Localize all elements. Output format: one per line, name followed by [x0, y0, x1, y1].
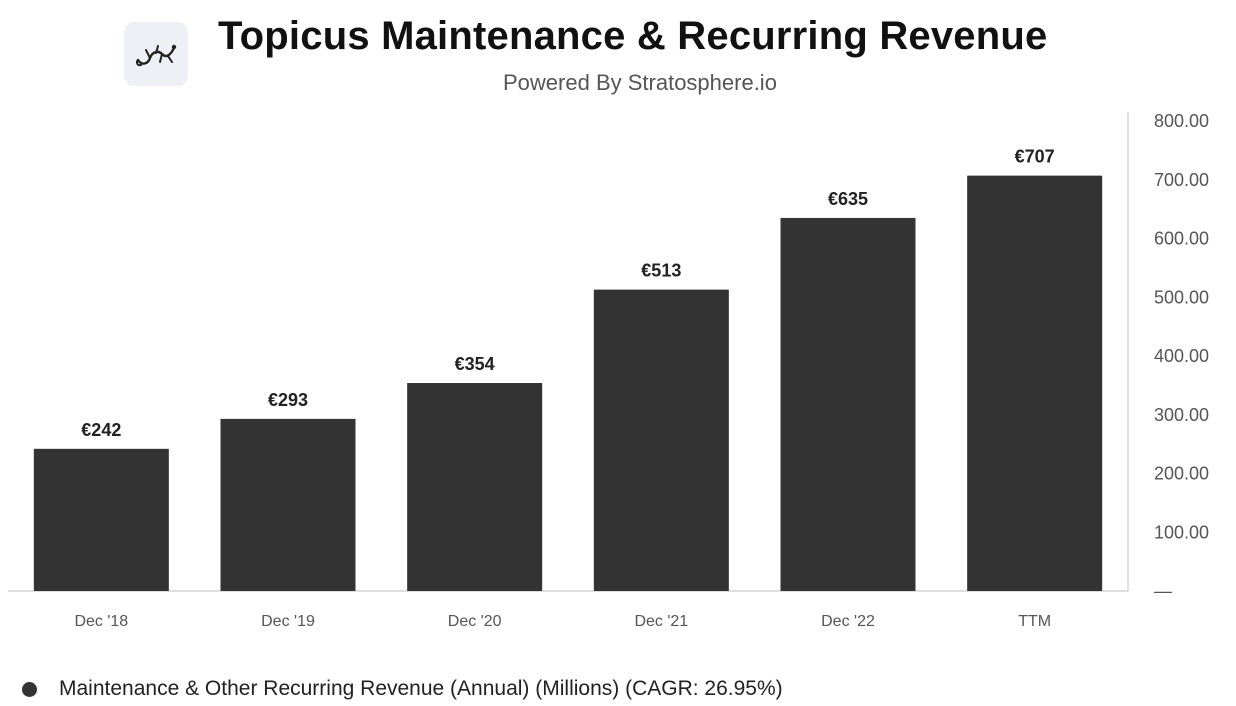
bar	[407, 383, 543, 591]
bar-data-label: €707	[1015, 147, 1055, 167]
bar-data-label: €513	[641, 261, 681, 281]
company-logo	[124, 22, 188, 86]
bar-data-label: €242	[81, 420, 121, 440]
bar-data-label: €293	[268, 390, 308, 410]
x-tick-label: Dec '18	[74, 613, 128, 630]
x-tick-label: Dec '20	[448, 613, 502, 630]
y-tick-label: 800.00	[1154, 111, 1209, 131]
y-tick-label: 100.00	[1154, 522, 1209, 542]
legend-label: Maintenance & Other Recurring Revenue (A…	[59, 677, 783, 700]
bar	[780, 217, 916, 591]
bar	[967, 175, 1103, 591]
bar	[593, 289, 729, 591]
y-tick-label: —	[1154, 581, 1172, 601]
x-tick-label: Dec '21	[634, 613, 688, 630]
x-tick-label: TTM	[1018, 613, 1051, 630]
y-tick-label: 200.00	[1154, 464, 1209, 484]
bar	[33, 448, 169, 591]
chart-legend: Maintenance & Other Recurring Revenue (A…	[22, 676, 783, 702]
chart-title: Topicus Maintenance & Recurring Revenue	[218, 14, 1048, 58]
bar-data-label: €354	[455, 354, 495, 374]
x-tick-label: Dec '22	[821, 613, 875, 630]
y-tick-label: 700.00	[1154, 170, 1209, 190]
y-tick-label: 300.00	[1154, 405, 1209, 425]
chart-subtitle: Powered By Stratosphere.io	[503, 70, 777, 95]
y-tick-label: 400.00	[1154, 346, 1209, 366]
bar-data-label: €635	[828, 189, 868, 209]
y-tick-label: 600.00	[1154, 229, 1209, 249]
x-tick-label: Dec '19	[261, 613, 315, 630]
y-tick-label: 500.00	[1154, 287, 1209, 307]
lizard-logo-icon	[136, 44, 177, 67]
legend-marker	[22, 681, 37, 697]
bar	[220, 418, 356, 591]
